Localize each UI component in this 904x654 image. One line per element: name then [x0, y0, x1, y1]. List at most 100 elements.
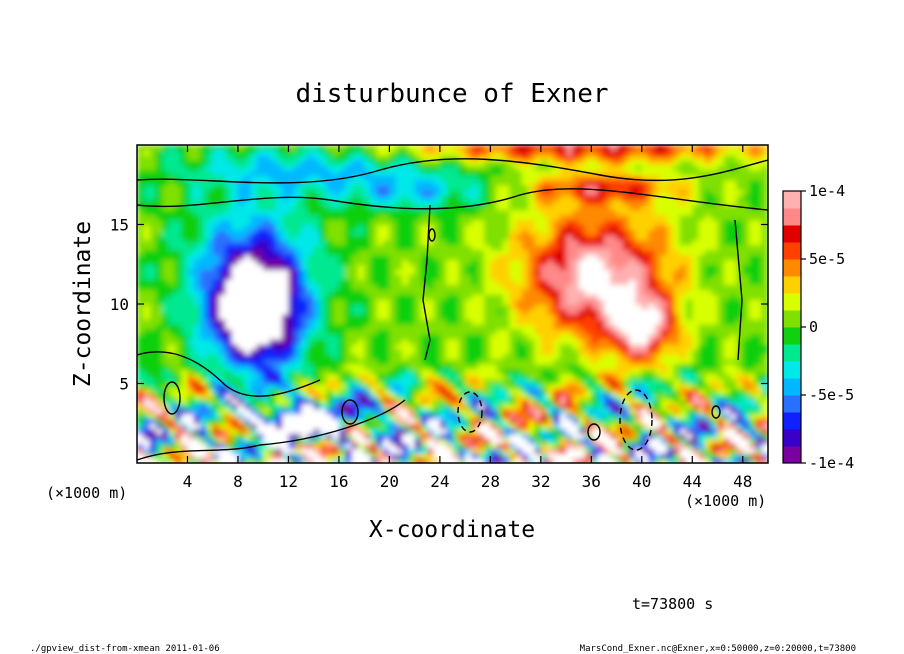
heatmap-cell — [553, 433, 561, 439]
heatmap-cell — [547, 294, 555, 300]
heatmap-cell — [326, 428, 334, 434]
heatmap-cell — [585, 244, 593, 251]
heatmap-cell — [137, 304, 145, 310]
heatmap-cell — [477, 164, 485, 171]
heatmap-cell — [269, 453, 277, 459]
heatmap-cell — [256, 244, 264, 251]
heatmap-cell — [578, 199, 586, 206]
heatmap-cell — [559, 428, 567, 434]
heatmap-cell — [143, 154, 151, 161]
heatmap-cell — [446, 199, 454, 206]
heatmap-cell — [319, 259, 328, 266]
heatmap-cell — [181, 453, 189, 459]
heatmap-cell — [490, 363, 498, 370]
heatmap-cell — [477, 433, 485, 439]
heatmap-cell — [244, 443, 252, 449]
heatmap-cell — [572, 393, 580, 400]
heatmap-cell — [219, 154, 227, 161]
heatmap-cell — [250, 154, 258, 161]
heatmap-cell — [193, 383, 201, 390]
heatmap-cell — [345, 194, 353, 201]
heatmap-cell — [193, 388, 201, 395]
heatmap-cell — [313, 164, 321, 171]
heatmap-cell — [219, 169, 227, 176]
heatmap-cell — [597, 259, 605, 266]
heatmap-cell — [610, 209, 618, 216]
heatmap-cell — [168, 338, 176, 345]
heatmap-cell — [206, 423, 214, 430]
heatmap-cell — [338, 353, 347, 360]
heatmap-cell — [256, 254, 264, 261]
heatmap-cell — [585, 299, 593, 305]
heatmap-cell — [452, 453, 460, 459]
heatmap-cell — [332, 423, 340, 430]
heatmap-cell — [332, 174, 340, 181]
heatmap-cell — [458, 224, 466, 231]
heatmap-cell — [433, 368, 441, 375]
heatmap-cell — [244, 368, 252, 375]
heatmap-cell — [572, 313, 580, 320]
heatmap-cell — [231, 199, 239, 206]
heatmap-cell — [528, 174, 536, 181]
heatmap-cell — [578, 179, 586, 186]
heatmap-cell — [458, 383, 466, 390]
heatmap-cell — [326, 224, 334, 231]
heatmap-cell — [212, 308, 220, 315]
heatmap-cell — [603, 199, 612, 206]
heatmap-cell — [502, 403, 511, 410]
heatmap-cell — [212, 174, 220, 181]
heatmap-cell — [294, 338, 302, 345]
heatmap-cell — [414, 433, 422, 439]
heatmap-cell — [496, 433, 504, 439]
heatmap-cell — [383, 353, 391, 360]
heatmap-cell — [162, 234, 170, 241]
heatmap-cell — [162, 448, 170, 454]
heatmap-cell — [603, 249, 612, 256]
heatmap-cell — [427, 149, 435, 156]
heatmap-cell — [326, 249, 334, 256]
heatmap-cell — [288, 318, 296, 325]
heatmap-cell — [610, 308, 618, 315]
heatmap-cell — [244, 244, 252, 251]
heatmap-cell — [288, 294, 296, 300]
heatmap-cell — [389, 164, 397, 171]
heatmap-cell — [610, 378, 618, 385]
heatmap-cell — [603, 443, 612, 449]
heatmap-cell — [610, 204, 618, 211]
heatmap-cell — [439, 239, 447, 246]
heatmap-cell — [181, 363, 189, 370]
heatmap-cell — [206, 313, 214, 320]
heatmap-cell — [212, 358, 220, 365]
heatmap-cell — [137, 343, 145, 350]
heatmap-cell — [149, 259, 157, 266]
heatmap-cell — [515, 358, 523, 365]
heatmap-cell — [496, 383, 504, 390]
heatmap-cell — [174, 373, 182, 380]
heatmap-cell — [515, 438, 523, 444]
heatmap-cell — [578, 353, 586, 360]
heatmap-cell — [168, 254, 176, 261]
heatmap-cell — [212, 204, 220, 211]
heatmap-cell — [237, 373, 246, 380]
heatmap-cell — [490, 289, 498, 295]
heatmap-cell — [345, 224, 353, 231]
heatmap-cell — [566, 284, 574, 290]
heatmap-cell — [288, 219, 296, 226]
heatmap-cell — [578, 204, 586, 211]
heatmap-cell — [326, 199, 334, 206]
heatmap-cell — [244, 149, 252, 156]
heatmap-cell — [168, 393, 176, 400]
heatmap-cell — [187, 378, 195, 385]
heatmap-cell — [521, 413, 530, 420]
heatmap-cell — [547, 318, 555, 325]
heatmap-cell — [578, 174, 586, 181]
heatmap-cell — [162, 373, 170, 380]
heatmap-cell — [193, 204, 201, 211]
heatmap-cell — [269, 413, 277, 420]
heatmap-cell — [446, 289, 454, 295]
heatmap-cell — [547, 259, 555, 266]
heatmap-cell — [547, 383, 555, 390]
heatmap-cell — [559, 413, 567, 420]
heatmap-cell — [219, 204, 227, 211]
heatmap-cell — [269, 159, 277, 166]
